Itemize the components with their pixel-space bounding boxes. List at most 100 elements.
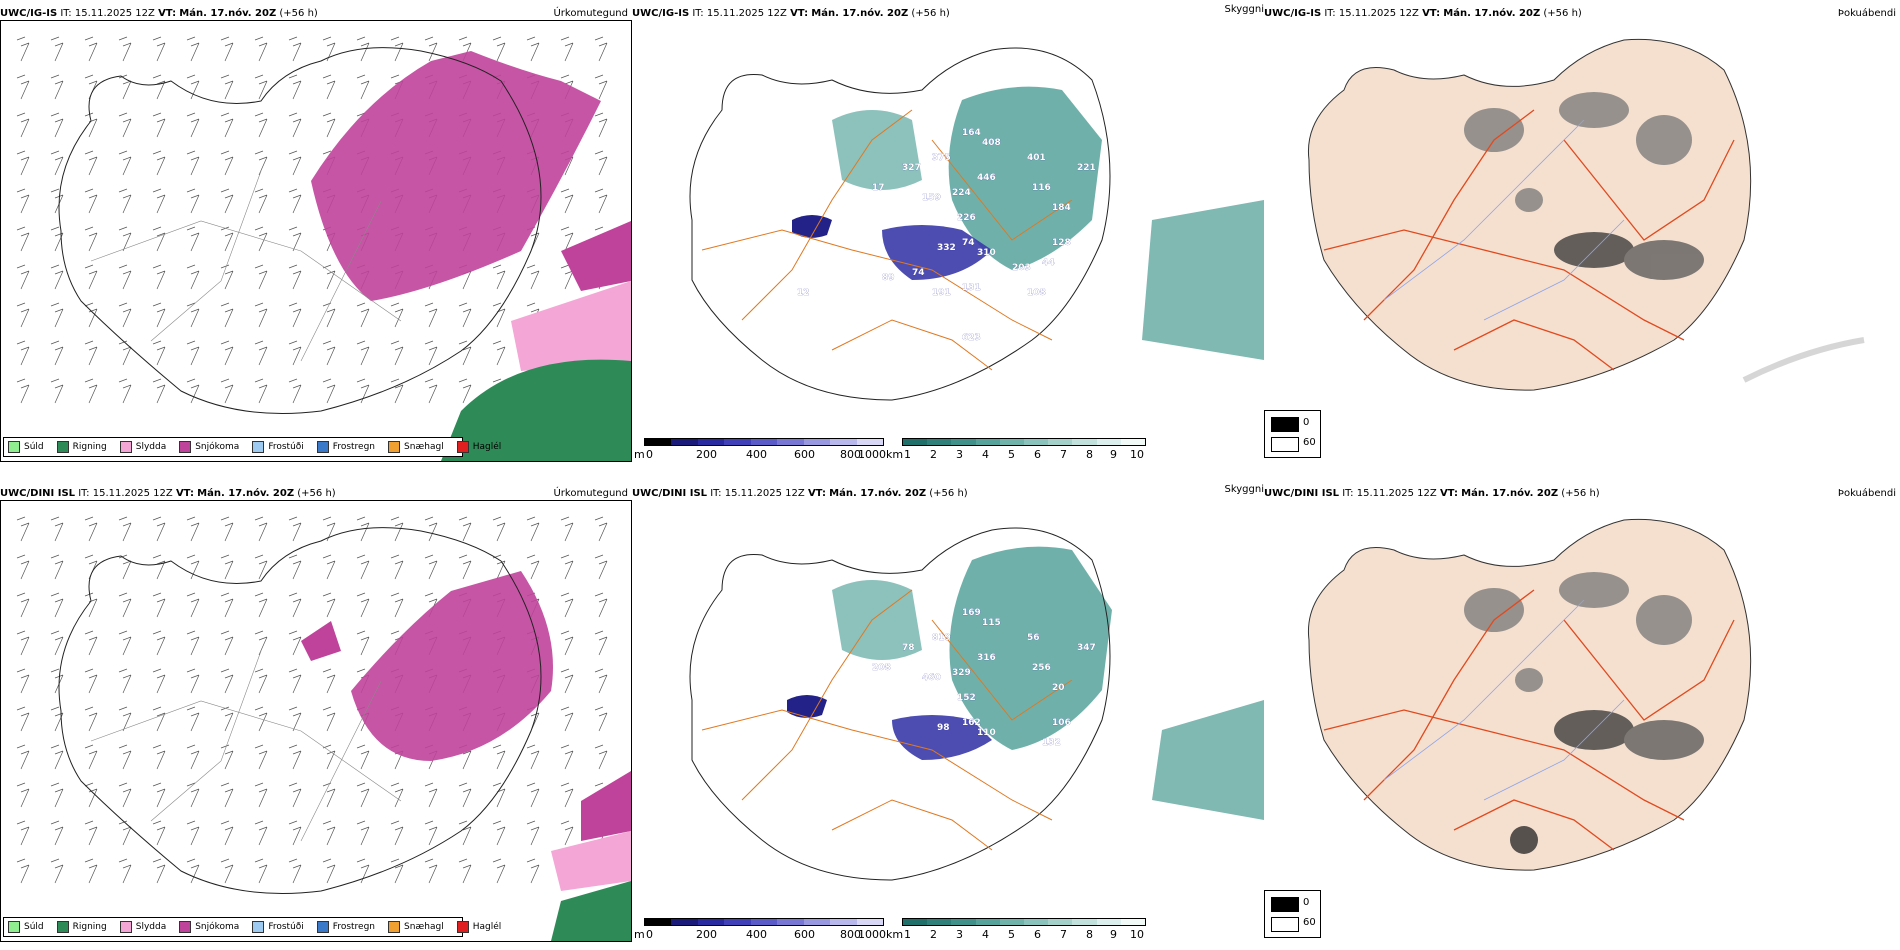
vis-tick: 3 — [956, 928, 963, 941]
cloud-base-colorbar: m 0 200 400 600 800 1000 — [634, 918, 886, 942]
fog-map — [1264, 20, 1896, 462]
cloud-base-label: 164 — [962, 128, 981, 138]
vis-tick: 8 — [1086, 928, 1093, 941]
cloud-base-label: 162 — [962, 718, 981, 728]
model-name: UWC/DINI ISL — [0, 488, 76, 499]
vt-value: Mán. 17.nóv. 20Z — [829, 488, 927, 499]
panel-header: UWC/IG-IS IT: 15.11.2025 12Z VT: Mán. 17… — [1264, 8, 1896, 24]
precip-type-panel-row2: UWC/DINI ISL IT: 15.11.2025 12Z VT: Mán.… — [0, 480, 632, 942]
cloud-base-label: 115 — [982, 618, 1001, 628]
cloud-base-label: 191 — [932, 288, 951, 298]
model-name: UWC/DINI ISL — [1264, 488, 1340, 499]
vis-tick: 7 — [1060, 448, 1067, 461]
legend-label: Snæhagl — [404, 922, 444, 932]
legend-item: Snæhagl — [388, 441, 444, 453]
legend-label: Frostregn — [332, 442, 376, 452]
vt-value: Mán. 17.nóv. 20Z — [1443, 8, 1541, 19]
visibility-colorbar: km 1 2 3 4 5 6 7 8 9 10 — [886, 918, 1146, 942]
cloud-base-label: 74 — [912, 268, 925, 278]
cloud-base-label: 128 — [1052, 238, 1071, 248]
legend-item: Haglél — [456, 441, 501, 453]
cb-tick: 400 — [746, 448, 767, 461]
vis-tick: 4 — [982, 928, 989, 941]
cloud-base-label: 208 — [872, 663, 891, 673]
cloud-base-label: 56 — [1027, 633, 1040, 643]
panel-header: UWC/DINI ISL IT: 15.11.2025 12Z VT: Mán.… — [0, 488, 632, 504]
legend-item: Rigning — [56, 921, 107, 933]
legend-label: Slydda — [135, 922, 167, 932]
vis-tick: 10 — [1130, 448, 1144, 461]
cloud-base-label: 110 — [977, 728, 996, 738]
legend-item: Frostregn — [316, 921, 376, 933]
cloud-base-label: 375 — [932, 153, 951, 163]
it-label: IT: — [1324, 8, 1336, 19]
precip-type-panel-row1: UWC/IG-IS IT: 15.11.2025 12Z VT: Mán. 17… — [0, 0, 632, 462]
it-value: 15.11.2025 12Z — [724, 488, 805, 499]
legend-label: Snjókoma — [195, 922, 240, 932]
panel-title: Úrkomutegund — [553, 8, 628, 19]
legend-label: Haglél — [472, 922, 502, 932]
legend-item: Súld — [8, 441, 44, 453]
visibility-unit: km — [886, 928, 904, 941]
panel-header: UWC/DINI ISL IT: 15.11.2025 12Z VT: Mán.… — [1264, 488, 1896, 504]
fog-legend-label: 60 — [1303, 437, 1316, 448]
it-value: 15.11.2025 12Z — [706, 8, 787, 19]
it-value: 15.11.2025 12Z — [92, 488, 173, 499]
panel-title: Þokuábendi — [1837, 488, 1896, 499]
legend-item: Snjókoma — [179, 441, 239, 453]
legend-label: Rigning — [72, 922, 107, 932]
fog-legend-label: 60 — [1303, 917, 1316, 928]
lead-time: (+56 h) — [297, 488, 336, 499]
cloud-base-label: 159 — [922, 193, 941, 203]
visibility-panel-row1: UWC/IG-IS IT: 15.11.2025 12Z VT: Mán. 17… — [632, 0, 1321, 462]
legend-label: Frostúði — [268, 442, 304, 452]
legend-label: Súld — [24, 442, 44, 452]
legend-label: Slydda — [135, 442, 167, 452]
legend-item: Slydda — [119, 441, 167, 453]
vis-tick: 4 — [982, 448, 989, 461]
cloud-base-label: 623 — [962, 333, 981, 343]
it-label: IT: — [692, 8, 704, 19]
cloud-base-unit: m — [634, 928, 645, 941]
lead-time: (+56 h) — [929, 488, 968, 499]
legend-item: Frostúði — [252, 921, 304, 933]
vis-tick: 9 — [1110, 448, 1117, 461]
visibility-panel-row2: UWC/DINI ISL IT: 15.11.2025 12Z VT: Mán.… — [632, 480, 1321, 942]
cb-tick: 200 — [696, 448, 717, 461]
vis-tick: 6 — [1034, 928, 1041, 941]
panel-title: Þokuábendi — [1837, 8, 1896, 19]
cloud-base-label: 78 — [902, 643, 915, 653]
model-name: UWC/IG-IS — [632, 8, 690, 19]
cloud-base-label: 256 — [1032, 663, 1051, 673]
it-value: 15.11.2025 12Z — [1338, 8, 1419, 19]
legend-label: Snjókoma — [195, 442, 240, 452]
fog-legend: 0 60 — [1264, 410, 1321, 458]
cloud-base-label: 12 — [797, 288, 810, 298]
fog-legend-label: 0 — [1303, 897, 1310, 908]
vt-label: VT: — [790, 8, 809, 19]
it-label: IT: — [710, 488, 722, 499]
vt-label: VT: — [1439, 488, 1458, 499]
visibility-unit: km — [886, 448, 904, 461]
cloud-base-label: 226 — [957, 213, 976, 223]
fog-map — [1264, 500, 1896, 942]
it-value: 15.11.2025 12Z — [74, 8, 155, 19]
cloud-base-label: 116 — [1032, 183, 1051, 193]
visibility-map: 327 375 164 408 401 446 116 221 159 224 184 226 17 33… — [632, 20, 1264, 462]
vis-tick: 8 — [1086, 448, 1093, 461]
panel-header: UWC/DINI ISL IT: 15.11.2025 12Z VT: Mán.… — [632, 484, 1264, 504]
precip-legend: Súld Rigning Slydda Snjókoma Frostúði Fr… — [3, 437, 501, 457]
cloud-base-label: 408 — [982, 138, 1001, 148]
panel-title: Skyggni — [1224, 484, 1264, 495]
cb-tick: 200 — [696, 928, 717, 941]
legend-item: Frostúði — [252, 441, 304, 453]
vt-label: VT: — [175, 488, 194, 499]
cloud-base-label: 332 — [937, 243, 956, 253]
cloud-base-label: 184 — [1052, 203, 1071, 213]
legend-label: Súld — [24, 922, 44, 932]
panel-title: Úrkomutegund — [553, 488, 628, 499]
cloud-base-label: 819 — [932, 633, 951, 643]
vis-tick: 1 — [904, 448, 911, 461]
legend-label: Frostregn — [332, 922, 376, 932]
fog-index-panel-row1: UWC/IG-IS IT: 15.11.2025 12Z VT: Mán. 17… — [1264, 0, 1896, 462]
